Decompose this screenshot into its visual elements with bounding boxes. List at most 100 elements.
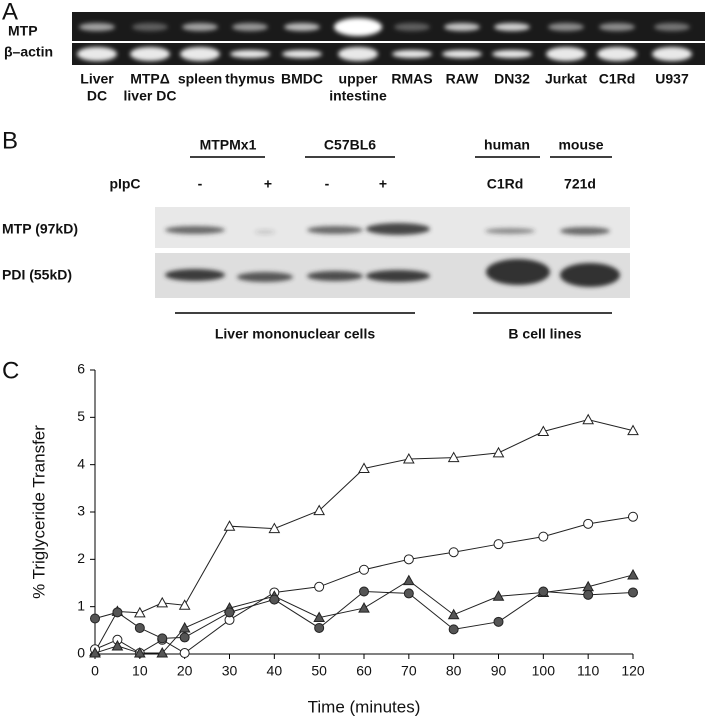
band	[654, 23, 690, 31]
marker	[359, 586, 369, 597]
band	[79, 23, 115, 31]
band	[492, 50, 532, 58]
x-tick-label: 90	[491, 663, 507, 679]
marker	[627, 568, 639, 580]
band	[284, 23, 320, 31]
marker	[179, 632, 190, 643]
row-label: PDI (55kD)	[2, 267, 72, 283]
band	[282, 50, 322, 58]
lane-label: intestine	[329, 88, 387, 104]
marker	[111, 639, 124, 651]
marker	[358, 602, 370, 613]
marker	[89, 647, 101, 658]
x-axis-label: Time (minutes)	[308, 697, 421, 716]
marker	[134, 622, 145, 633]
series-line	[94, 516, 634, 654]
series-line	[94, 591, 634, 639]
treatment: -	[325, 176, 330, 192]
blot-bands	[165, 223, 620, 287]
band	[182, 23, 218, 31]
treatment-label: pIpC	[109, 176, 140, 192]
marker	[90, 613, 100, 624]
lane-label: liver DC	[124, 88, 177, 104]
lane-label: Jurkat	[545, 71, 587, 87]
marker	[538, 586, 549, 597]
y-tick-label: 2	[77, 550, 85, 566]
footer-label: Liver mononuclear cells	[215, 326, 375, 342]
marker	[314, 622, 325, 633]
x-tick-label: 80	[446, 663, 462, 679]
band	[232, 23, 268, 31]
marker	[448, 624, 459, 635]
marker	[537, 425, 550, 437]
band	[230, 50, 270, 58]
band	[599, 23, 635, 31]
marker	[538, 531, 549, 542]
marker	[628, 587, 638, 598]
y-tick-label: 6	[77, 361, 85, 377]
x-tick-label: 30	[222, 663, 238, 679]
series-line	[94, 419, 634, 652]
gel-bands	[77, 18, 692, 61]
group-headers: MTPMx1 C57BL6 human mouse	[190, 137, 612, 158]
lane-label: U937	[655, 71, 689, 87]
x-tick-label: 10	[132, 663, 148, 679]
cell-line: 721d	[564, 176, 596, 192]
gel-strip	[72, 43, 705, 65]
x-tick-label: 70	[401, 663, 417, 679]
marker	[156, 596, 169, 608]
band	[652, 47, 692, 61]
y-axis-label: % Triglyceride Transfer	[29, 425, 48, 599]
lane-label: upper	[339, 71, 378, 87]
band	[494, 23, 530, 31]
marker	[178, 599, 191, 610]
marker	[403, 554, 414, 565]
footer-label: B cell lines	[508, 326, 581, 342]
lane-label: RAW	[446, 71, 479, 87]
lane-label: RMAS	[391, 71, 432, 87]
cell-line: C1Rd	[487, 176, 524, 192]
marker	[583, 518, 594, 529]
treatments: - + - +	[198, 176, 387, 192]
group-header: mouse	[558, 137, 603, 153]
lane-label: MTPΔ	[130, 71, 170, 87]
row-label: MTP	[8, 23, 38, 39]
marker	[627, 424, 639, 436]
y-tick-label: 5	[77, 408, 85, 424]
marker	[314, 581, 325, 592]
marker	[133, 606, 146, 618]
marker	[628, 511, 638, 522]
group-header: MTPMx1	[200, 137, 257, 153]
lane-label: C1Rd	[599, 71, 636, 87]
x-tick-label: 40	[267, 663, 283, 679]
marker	[359, 564, 369, 575]
lane-label: spleen	[178, 71, 222, 87]
marker	[313, 611, 326, 623]
marker	[402, 574, 415, 586]
marker	[448, 547, 459, 558]
x-tick-label: 20	[177, 663, 193, 679]
band	[546, 47, 586, 61]
band	[130, 47, 170, 61]
panel-label: B	[2, 127, 18, 154]
x-tick-label: 100	[532, 663, 556, 679]
marker	[156, 647, 169, 658]
marker	[313, 504, 326, 516]
row-label: MTP (97kD)	[2, 221, 78, 237]
x-tick-label: 120	[621, 663, 645, 679]
marker	[403, 588, 414, 599]
x-tick-label: 60	[356, 663, 372, 679]
marker	[133, 647, 146, 658]
marker	[178, 621, 191, 633]
y-tick-label: 4	[77, 455, 85, 471]
row-label: β–actin	[4, 44, 53, 60]
group-header: C57BL6	[324, 137, 376, 153]
marker	[492, 446, 505, 458]
x-tick-label: 0	[91, 663, 99, 679]
marker	[583, 589, 594, 600]
treatment: +	[264, 176, 272, 192]
marker	[358, 462, 370, 473]
marker	[224, 607, 235, 618]
